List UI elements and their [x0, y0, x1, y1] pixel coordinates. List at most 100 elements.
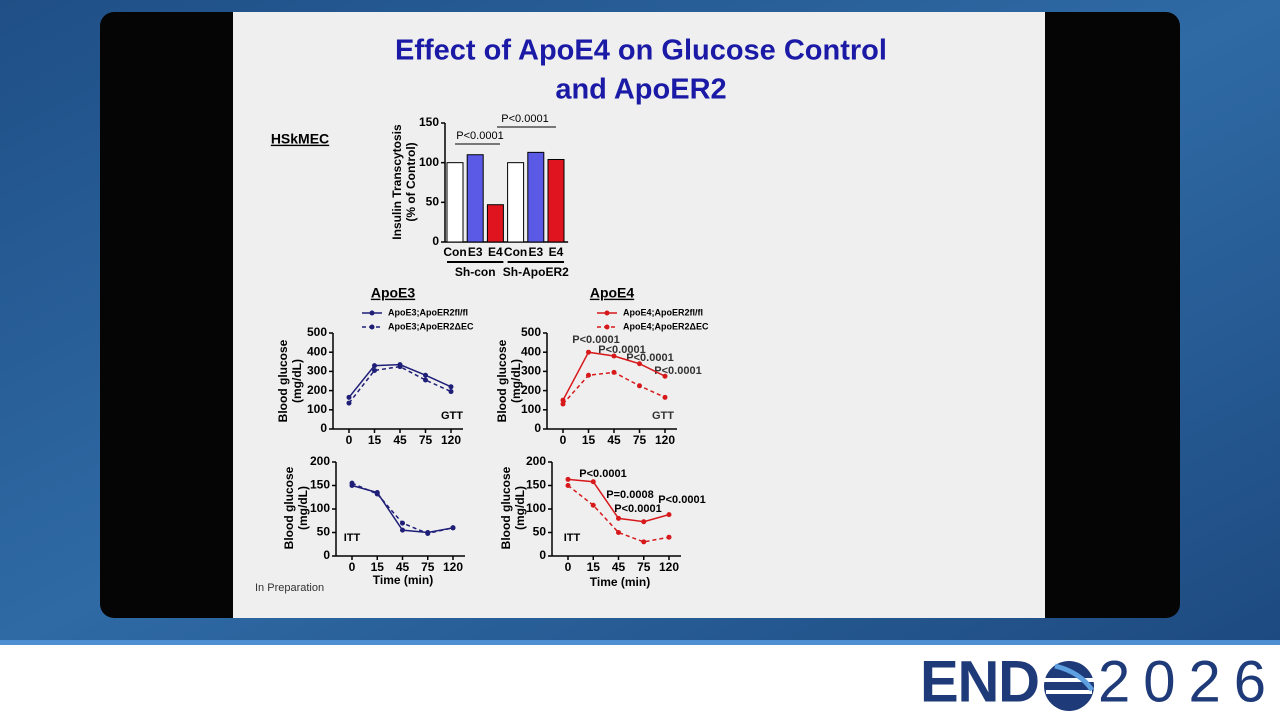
x-tick-label: E4: [488, 245, 503, 259]
point: [372, 367, 377, 373]
y-tick-label: 300: [521, 364, 541, 378]
x-tick-label: 15: [587, 560, 601, 574]
chart-title: ApoE3: [371, 285, 416, 301]
x-tick-label: 0: [346, 433, 353, 447]
x-tick-label: 75: [633, 433, 647, 447]
y-tick-label: 100: [307, 402, 327, 416]
annotation: GTT: [441, 410, 463, 422]
logo-globe-arc: [1054, 663, 1095, 692]
point: [349, 480, 355, 486]
point: [662, 394, 668, 400]
annotation: P<0.0001: [626, 352, 673, 364]
point: [423, 372, 428, 378]
logo-text: END: [920, 649, 1040, 714]
x-tick-label: E3: [468, 245, 483, 259]
y-axis-label: Blood glucose: [499, 466, 513, 549]
series-line: [348, 365, 452, 404]
y-tick-label: 200: [307, 383, 327, 397]
annotation: P<0.0001: [579, 468, 626, 480]
y-axis-label: Blood glucose: [276, 339, 290, 422]
y-tick-label: 100: [521, 402, 541, 416]
y-tick-label: 0: [323, 548, 330, 562]
annotation: P<0.0001: [501, 113, 548, 125]
point: [616, 515, 621, 521]
point: [400, 527, 405, 533]
x-tick-label: 0: [349, 560, 356, 574]
annotation: GTT: [652, 410, 674, 422]
point: [560, 397, 566, 403]
logo-globe: [1044, 661, 1094, 711]
x-tick-label: E4: [549, 245, 564, 259]
y-axis-label: (% of Control): [404, 142, 418, 221]
y-tick-label: 200: [521, 383, 541, 397]
bar: [547, 158, 565, 243]
point: [448, 389, 454, 395]
legend-label: ApoE3;ApoER2ΔEC: [388, 321, 474, 331]
x-tick-label: 75: [637, 560, 651, 574]
chart-title: ApoE4: [590, 285, 635, 301]
x-tick-label: 0: [560, 433, 567, 447]
x-tick-label: 45: [607, 433, 621, 447]
point: [641, 539, 647, 545]
y-tick-label: 500: [521, 325, 541, 339]
annotation: P<0.0001: [654, 365, 701, 377]
y-tick-label: 400: [521, 344, 541, 358]
x-axis-label: Time (min): [373, 573, 433, 587]
point: [616, 530, 621, 535]
y-tick-label: 0: [539, 548, 546, 562]
annotation: P<0.0001: [456, 130, 503, 142]
point: [590, 502, 596, 508]
x-tick-label: 0: [565, 560, 572, 574]
point: [637, 361, 642, 367]
y-tick-label: 100: [419, 155, 439, 169]
x-tick-label: 75: [419, 433, 433, 447]
point: [560, 401, 566, 407]
slide-title: and ApoER2: [555, 74, 726, 106]
y-tick-label: 150: [526, 478, 546, 492]
y-axis-label: (mg/dL): [290, 359, 304, 403]
legend-marker: [604, 324, 610, 330]
group-label: Sh-con: [455, 265, 496, 279]
x-tick-label: 15: [371, 560, 385, 574]
legend-label: ApoE3;ApoER2fl/fl: [388, 307, 468, 317]
legend-label: ApoE4;ApoER2ΔEC: [623, 321, 709, 331]
y-tick-label: 100: [310, 501, 330, 515]
bar: [446, 162, 464, 243]
point: [662, 373, 668, 379]
x-axis-label: Time (min): [590, 575, 650, 589]
point: [611, 369, 617, 375]
point: [448, 384, 454, 390]
point: [586, 349, 591, 355]
point: [400, 520, 405, 526]
footnote: In Preparation: [255, 582, 324, 594]
legend-marker: [604, 310, 610, 316]
slide-title: Effect of ApoE4 on Glucose Control: [395, 35, 887, 67]
annotation: P=0.0008: [606, 489, 653, 501]
x-tick-label: 45: [393, 433, 407, 447]
y-tick-label: 300: [307, 364, 327, 378]
y-axis-label: (mg/dL): [513, 486, 527, 530]
x-tick-label: 45: [396, 560, 410, 574]
point: [590, 479, 596, 485]
legend-marker: [369, 324, 375, 330]
y-tick-label: 0: [432, 234, 439, 248]
y-tick-label: 200: [526, 454, 546, 468]
x-tick-label: Con: [504, 245, 527, 259]
x-tick-label: 15: [582, 433, 596, 447]
annotation: P<0.0001: [614, 503, 661, 515]
point: [374, 491, 380, 497]
y-tick-label: 150: [310, 478, 330, 492]
x-tick-label: 15: [368, 433, 382, 447]
x-tick-label: Con: [443, 245, 466, 259]
stripe: [0, 640, 1280, 645]
point: [372, 363, 377, 369]
annotation: P<0.0001: [598, 344, 645, 356]
point: [565, 476, 571, 482]
chart-title: HSkMEC: [271, 131, 329, 147]
point: [450, 525, 456, 531]
slide: [233, 12, 1045, 618]
y-axis-label: (mg/dL): [509, 359, 523, 403]
x-tick-label: 120: [655, 433, 675, 447]
